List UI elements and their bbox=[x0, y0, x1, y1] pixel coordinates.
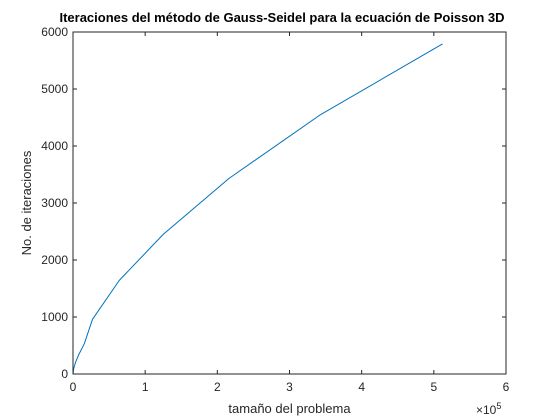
x-axis-exponent-base: ×10 bbox=[476, 403, 497, 417]
y-tick-label: 5000 bbox=[41, 82, 68, 96]
x-tick-label: 0 bbox=[70, 380, 77, 394]
y-tick-label: 3000 bbox=[41, 196, 68, 210]
y-tick-label: 1000 bbox=[41, 310, 68, 324]
x-tick-label: 5 bbox=[430, 380, 437, 394]
x-tick-label: 1 bbox=[142, 380, 149, 394]
x-tick-label: 4 bbox=[358, 380, 365, 394]
y-axis-ticks: 0 1000 2000 3000 4000 5000 6000 bbox=[41, 25, 506, 381]
y-tick-label: 0 bbox=[61, 367, 68, 381]
x-axis-label: tamaño del problema bbox=[228, 401, 351, 416]
series-line bbox=[72, 43, 443, 375]
series-layer bbox=[72, 43, 443, 375]
x-axis-exponent: ×105 bbox=[476, 401, 501, 417]
y-tick-label: 6000 bbox=[41, 25, 68, 39]
x-tick-label: 3 bbox=[286, 380, 293, 394]
y-axis-label: No. de iteraciones bbox=[19, 150, 34, 255]
chart-title: Iteraciones del método de Gauss-Seidel p… bbox=[59, 10, 504, 25]
x-axis-ticks: 0 1 2 3 4 5 6 bbox=[70, 32, 510, 394]
y-tick-label: 2000 bbox=[41, 253, 68, 267]
y-tick-label: 4000 bbox=[41, 139, 68, 153]
x-axis-exponent-power: 5 bbox=[496, 401, 501, 411]
x-tick-label: 2 bbox=[214, 380, 221, 394]
x-tick-label: 6 bbox=[503, 380, 510, 394]
plot-area bbox=[73, 32, 506, 374]
